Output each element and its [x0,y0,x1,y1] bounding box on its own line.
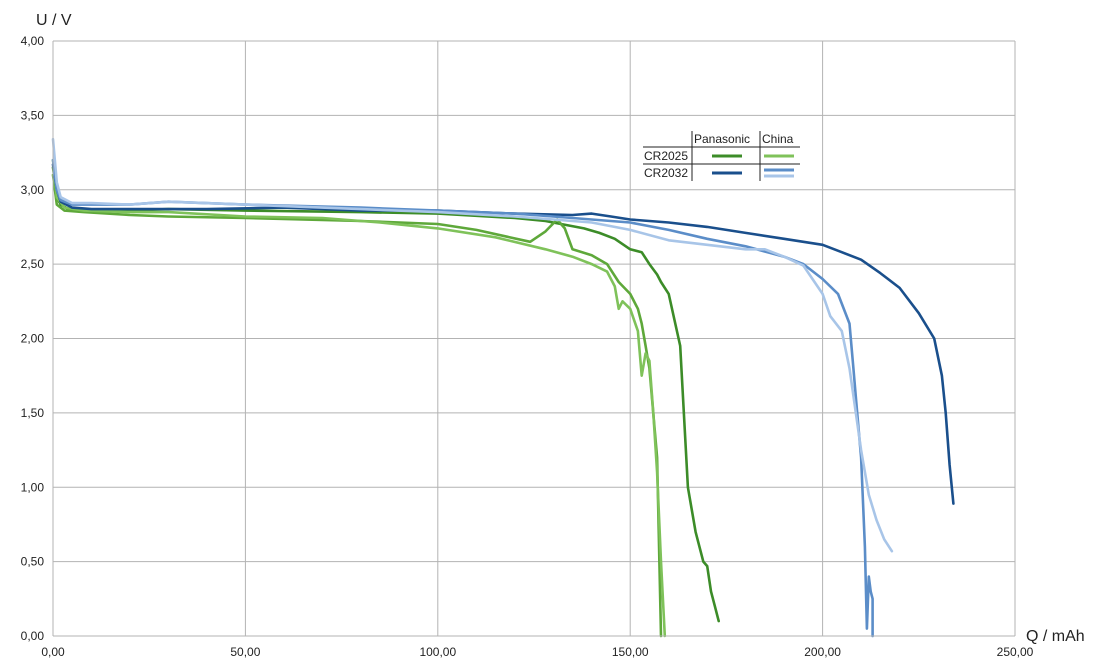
y-tick-label: 1,50 [21,406,45,420]
series-line [51,173,663,638]
y-tick-label: 0,00 [21,629,45,643]
y-tick-label: 2,00 [21,332,45,346]
x-tick-label: 200,00 [804,645,841,659]
series-lines [51,137,955,638]
grid-lines [52,40,1016,637]
y-tick-label: 2,50 [21,257,45,271]
legend: Panasonic China CR2025 CR2032 [643,131,800,181]
axes: 0,00 0,50 1,00 1,50 2,00 2,50 3,00 3,50 4,00 0,00… [21,34,1034,659]
series-line [51,137,894,553]
legend-row-label: CR2032 [644,166,688,180]
series-line [51,158,667,638]
series-line [51,166,721,623]
y-tick-label: 4,00 [21,34,45,48]
x-tick-label: 100,00 [419,645,456,659]
legend-column-label: Panasonic [694,132,750,146]
series-line [51,163,955,505]
x-tick-label: 0,00 [41,645,65,659]
y-tick-label: 3,50 [21,108,45,122]
x-tick-label: 50,00 [230,645,260,659]
x-tick-label: 150,00 [612,645,649,659]
y-axis-title: U / V [36,12,72,29]
legend-column-label: China [762,132,794,146]
y-tick-label: 0,50 [21,555,45,569]
x-tick-label: 250,00 [997,645,1034,659]
legend-row-label: CR2025 [644,149,688,163]
y-tick-label: 3,00 [21,183,45,197]
y-tick-label: 1,00 [21,480,45,494]
x-axis-title: Q / mAh [1026,628,1085,645]
